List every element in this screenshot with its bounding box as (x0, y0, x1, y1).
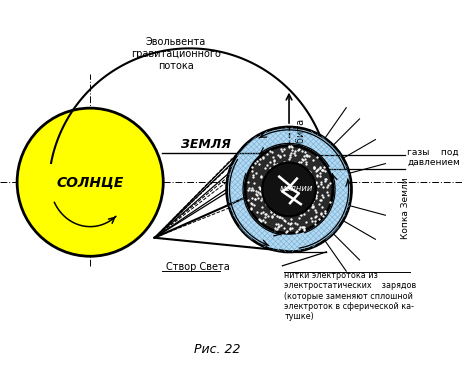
Text: Рис. 22: Рис. 22 (194, 343, 241, 356)
Ellipse shape (17, 108, 163, 256)
Text: Эвольвента
гравитационного
потока: Эвольвента гравитационного потока (131, 37, 221, 71)
Circle shape (227, 127, 351, 252)
Text: Копка Земли: Копка Земли (401, 177, 410, 239)
Circle shape (245, 145, 333, 233)
Circle shape (262, 163, 316, 216)
Text: ЗЕМЛЯ: ЗЕМЛЯ (181, 138, 231, 151)
Text: СОЛНЦЕ: СОЛНЦЕ (57, 175, 124, 189)
Text: Створ Света: Створ Света (166, 262, 230, 272)
Text: нитки электротока из
электростатических    зарядов
(которые заменяют сплошной
эл: нитки электротока из электростатических … (284, 271, 416, 321)
Text: молнии: молнии (279, 184, 313, 193)
Text: Орбита: Орбита (296, 118, 306, 156)
Text: газы    под
давлением: газы под давлением (407, 148, 460, 167)
